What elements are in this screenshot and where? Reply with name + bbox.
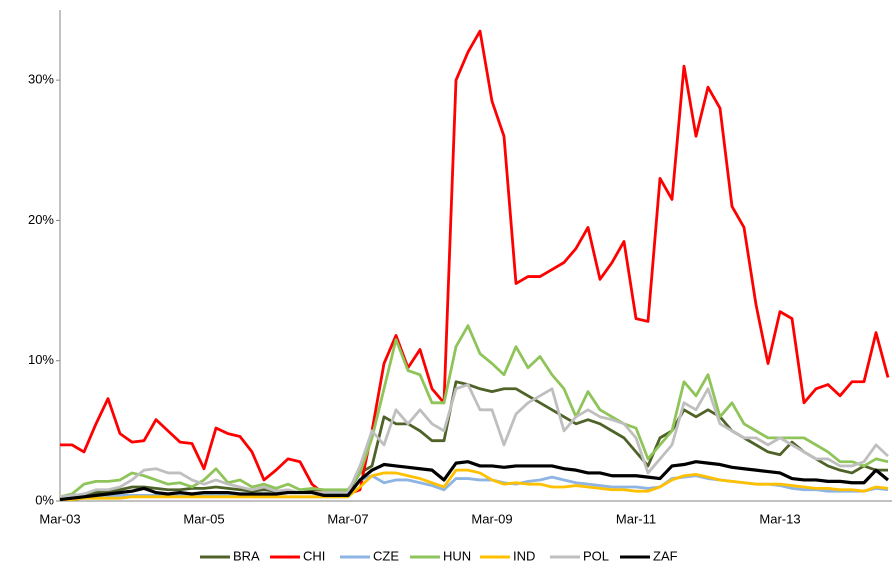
series-line bbox=[60, 29, 890, 496]
legend-label: POL bbox=[583, 548, 609, 563]
legend-label: HUN bbox=[443, 548, 471, 563]
y-tick-label: 0% bbox=[35, 492, 54, 507]
x-tick-label: Mar-13 bbox=[759, 511, 800, 526]
y-tick-label: 20% bbox=[28, 212, 54, 227]
legend-label: IND bbox=[513, 548, 535, 563]
x-tick-label: Mar-05 bbox=[183, 511, 224, 526]
y-tick-label: 10% bbox=[28, 352, 54, 367]
series-line bbox=[59, 380, 888, 500]
series-line bbox=[60, 474, 889, 500]
series-line bbox=[60, 468, 889, 501]
legend-label: CZE bbox=[373, 548, 399, 563]
x-tick-label: Mar-11 bbox=[616, 511, 656, 526]
legend-label: ZAF bbox=[653, 548, 678, 563]
x-tick-label: Mar-03 bbox=[39, 511, 80, 526]
x-tick-label: Mar-09 bbox=[471, 511, 512, 526]
legend-label: BRA bbox=[233, 548, 260, 563]
y-tick-label: 30% bbox=[28, 72, 54, 87]
x-tick-label: Mar-07 bbox=[327, 511, 368, 526]
legend-label: CHI bbox=[303, 548, 325, 563]
series-line bbox=[59, 383, 889, 499]
series-line bbox=[59, 460, 890, 502]
